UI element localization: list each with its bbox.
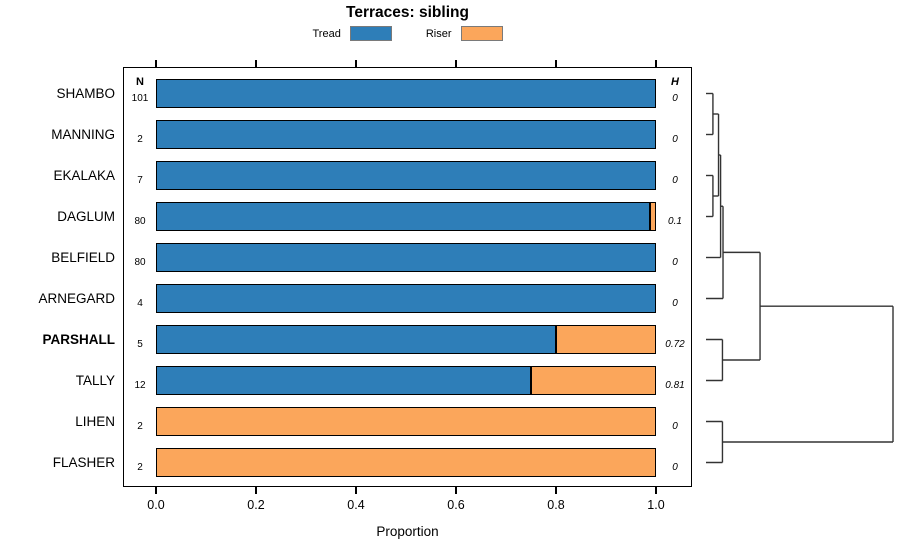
chart-title: Terraces: sibling (346, 4, 469, 21)
legend-item-tread: Tread (313, 26, 392, 41)
bar-segment-riser (156, 407, 656, 436)
bar-segment-tread (156, 243, 656, 272)
column-header-n: N (136, 76, 144, 88)
category-label-belfield: BELFIELD (51, 250, 115, 265)
legend-label-riser: Riser (425, 27, 452, 40)
x-axis-tick (455, 487, 457, 494)
h-value: 0 (672, 420, 678, 432)
h-value: 0.81 (665, 379, 685, 391)
bar-segment-tread (156, 120, 656, 149)
h-value: 0 (672, 256, 678, 268)
legend-item-riser: Riser (426, 26, 503, 41)
category-label-ekalaka: EKALAKA (53, 168, 115, 183)
n-value: 2 (137, 420, 143, 432)
x-axis-tick-top (255, 60, 257, 67)
category-label-daglum: DAGLUM (57, 209, 115, 224)
n-value: 80 (134, 256, 146, 268)
x-tick-label: 0.0 (147, 498, 165, 512)
h-value: 0 (672, 174, 678, 186)
category-label-lihen: LIHEN (75, 414, 115, 429)
bar-segment-tread (156, 161, 656, 190)
legend: Tread Riser (123, 26, 692, 41)
x-axis-tick (555, 487, 557, 494)
h-value: 0 (672, 92, 678, 104)
bar-segment-tread (156, 79, 656, 108)
category-label-parshall: PARSHALL (42, 332, 116, 347)
n-value: 2 (137, 133, 143, 145)
bar-segment-riser (649, 202, 656, 231)
bar-segment-tread (156, 366, 531, 395)
bar-segment-tread (156, 202, 650, 231)
x-axis-tick-top (155, 60, 157, 67)
category-label-shambo: SHAMBO (56, 86, 115, 101)
x-axis-tick-top (655, 60, 657, 67)
x-axis-tick (655, 487, 657, 494)
x-tick-label: 1.0 (647, 498, 665, 512)
n-value: 7 (137, 174, 143, 186)
bar-segment-riser (156, 448, 656, 477)
category-label-arnegard: ARNEGARD (38, 291, 115, 306)
x-tick-label: 0.6 (447, 498, 465, 512)
n-value: 5 (137, 338, 143, 350)
h-value: 0 (672, 133, 678, 145)
h-value: 0 (672, 461, 678, 473)
n-value: 80 (134, 215, 146, 227)
x-axis-tick-top (555, 60, 557, 67)
x-tick-label: 0.2 (247, 498, 265, 512)
n-value: 12 (134, 379, 146, 391)
category-label-manning: MANNING (51, 127, 115, 142)
n-value: 2 (137, 461, 143, 473)
h-value: 0.1 (668, 215, 682, 227)
legend-label-tread: Tread (312, 27, 341, 40)
legend-swatch-riser (460, 26, 503, 41)
n-value: 4 (137, 297, 143, 309)
bar-segment-riser (556, 325, 656, 354)
bar-segment-tread (156, 284, 656, 313)
x-axis-tick (155, 487, 157, 494)
x-axis-tick (355, 487, 357, 494)
category-label-tally: TALLY (75, 373, 115, 388)
column-header-h: H (671, 76, 679, 88)
x-axis-label: Proportion (376, 524, 439, 539)
x-axis-tick (255, 487, 257, 494)
bar-segment-riser (531, 366, 656, 395)
n-value: 101 (131, 92, 149, 104)
x-tick-label: 0.4 (347, 498, 365, 512)
x-tick-label: 0.8 (547, 498, 565, 512)
legend-swatch-tread (349, 26, 392, 41)
h-value: 0.72 (665, 338, 685, 350)
bar-segment-tread (156, 325, 556, 354)
x-axis-tick-top (455, 60, 457, 67)
h-value: 0 (672, 297, 678, 309)
category-label-flasher: FLASHER (52, 455, 115, 470)
x-axis-tick-top (355, 60, 357, 67)
